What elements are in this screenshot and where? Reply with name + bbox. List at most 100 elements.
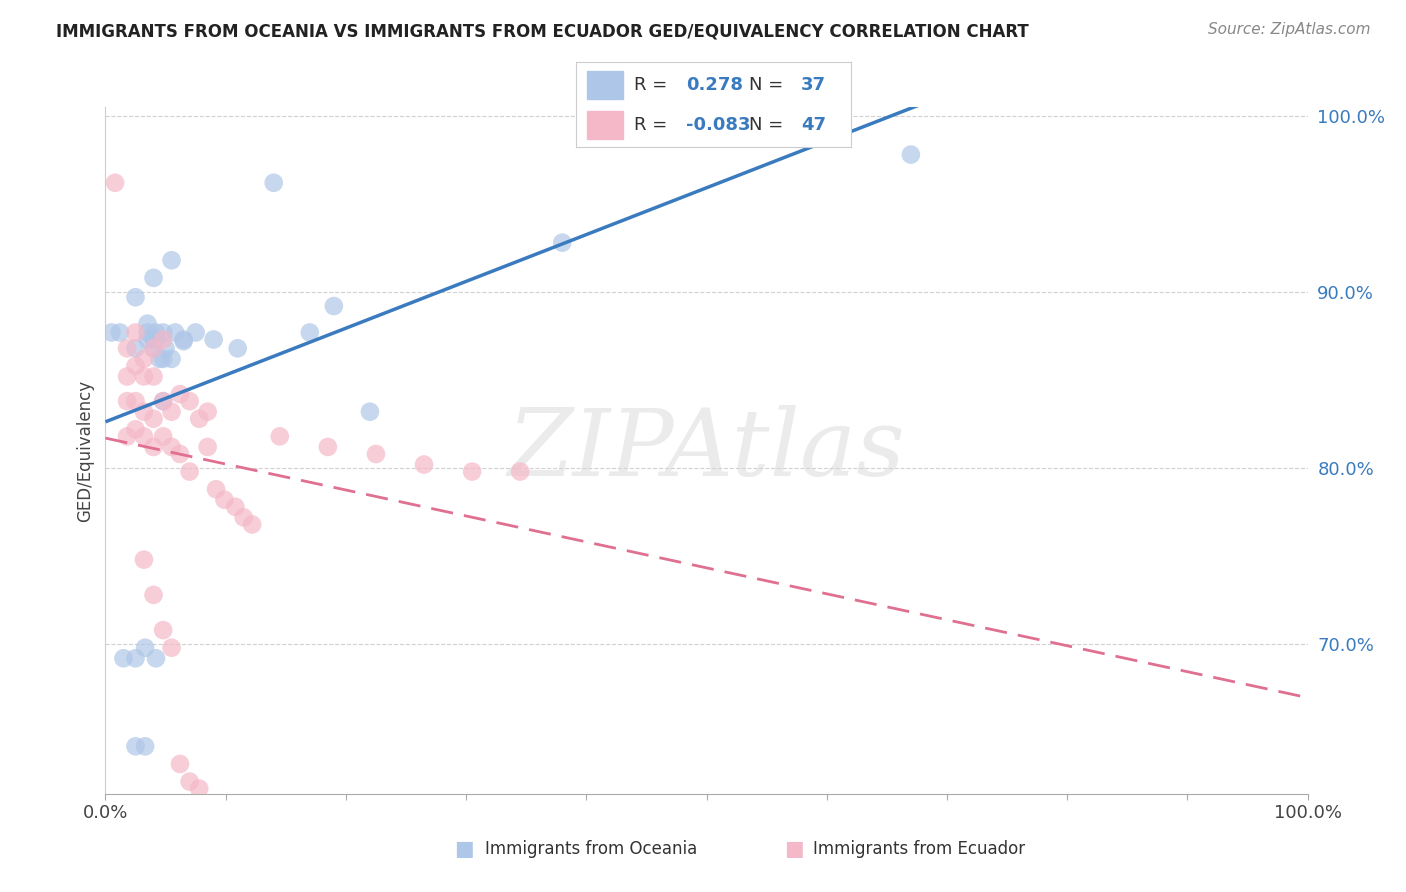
Point	[136, 317, 159, 331]
Point	[142, 341, 165, 355]
Point	[169, 756, 191, 771]
Point	[226, 341, 249, 355]
Point	[232, 510, 254, 524]
Point	[169, 447, 191, 461]
Text: R =: R =	[634, 116, 673, 134]
Point	[160, 351, 183, 366]
Point	[509, 465, 531, 479]
Point	[173, 333, 195, 347]
Point	[124, 290, 146, 304]
Text: IMMIGRANTS FROM OCEANIA VS IMMIGRANTS FROM ECUADOR GED/EQUIVALENCY CORRELATION C: IMMIGRANTS FROM OCEANIA VS IMMIGRANTS FR…	[56, 22, 1029, 40]
Point	[184, 326, 207, 340]
Text: Immigrants from Oceania: Immigrants from Oceania	[485, 840, 697, 858]
Point	[152, 326, 174, 340]
Point	[197, 440, 219, 454]
Point	[134, 739, 156, 754]
Point	[134, 640, 156, 655]
Point	[124, 422, 146, 436]
Point	[124, 394, 146, 409]
Point	[461, 465, 484, 479]
Point	[152, 394, 174, 409]
Point	[364, 447, 387, 461]
Point	[152, 351, 174, 366]
Text: Immigrants from Ecuador: Immigrants from Ecuador	[813, 840, 1025, 858]
Point	[142, 341, 165, 355]
Point	[298, 326, 321, 340]
Point	[202, 333, 225, 347]
Point	[155, 341, 177, 355]
Text: 0.278: 0.278	[686, 77, 744, 95]
Point	[142, 411, 165, 425]
Point	[152, 333, 174, 347]
Point	[115, 429, 138, 443]
Point	[100, 326, 122, 340]
Point	[142, 333, 165, 347]
Point	[132, 351, 155, 366]
Point	[169, 387, 191, 401]
Point	[145, 651, 167, 665]
Point	[104, 176, 127, 190]
Text: 37: 37	[801, 77, 827, 95]
Text: 47: 47	[801, 116, 827, 134]
Point	[413, 458, 436, 472]
Text: ZIPAtlas: ZIPAtlas	[508, 406, 905, 495]
Point	[263, 176, 285, 190]
Point	[124, 359, 146, 373]
Text: ■: ■	[785, 839, 804, 859]
Bar	[588, 111, 623, 139]
Point	[142, 588, 165, 602]
Point	[132, 552, 155, 566]
Point	[152, 623, 174, 637]
Point	[160, 405, 183, 419]
Text: R =: R =	[634, 77, 673, 95]
Text: -0.083: -0.083	[686, 116, 751, 134]
Bar	[588, 71, 623, 99]
Point	[115, 394, 138, 409]
Point	[145, 333, 167, 347]
Point	[551, 235, 574, 250]
Point	[322, 299, 344, 313]
Point	[132, 429, 155, 443]
Point	[165, 326, 187, 340]
Point	[179, 394, 201, 409]
Text: N =: N =	[749, 77, 789, 95]
Point	[124, 341, 146, 355]
Point	[160, 640, 183, 655]
Point	[359, 405, 381, 419]
Point	[160, 253, 183, 268]
Point	[900, 147, 922, 161]
Point	[179, 774, 201, 789]
Point	[152, 394, 174, 409]
Point	[142, 369, 165, 384]
Point	[145, 326, 167, 340]
Point	[136, 333, 159, 347]
Point	[188, 411, 211, 425]
Point	[197, 405, 219, 419]
Point	[316, 440, 339, 454]
Text: ■: ■	[454, 839, 474, 859]
Point	[124, 326, 146, 340]
Point	[148, 351, 170, 366]
Point	[124, 739, 146, 754]
Text: N =: N =	[749, 116, 789, 134]
Point	[132, 405, 155, 419]
Point	[224, 500, 246, 514]
Point	[160, 440, 183, 454]
Point	[124, 651, 146, 665]
Point	[152, 429, 174, 443]
Point	[108, 326, 131, 340]
Text: Source: ZipAtlas.com: Source: ZipAtlas.com	[1208, 22, 1371, 37]
Point	[115, 341, 138, 355]
Point	[269, 429, 291, 443]
Point	[188, 781, 211, 796]
Point	[132, 369, 155, 384]
Point	[136, 326, 159, 340]
Point	[173, 334, 195, 349]
Point	[240, 517, 263, 532]
Point	[115, 369, 138, 384]
Point	[142, 271, 165, 285]
Y-axis label: GED/Equivalency: GED/Equivalency	[76, 379, 94, 522]
Point	[214, 492, 236, 507]
Point	[142, 440, 165, 454]
Point	[179, 465, 201, 479]
